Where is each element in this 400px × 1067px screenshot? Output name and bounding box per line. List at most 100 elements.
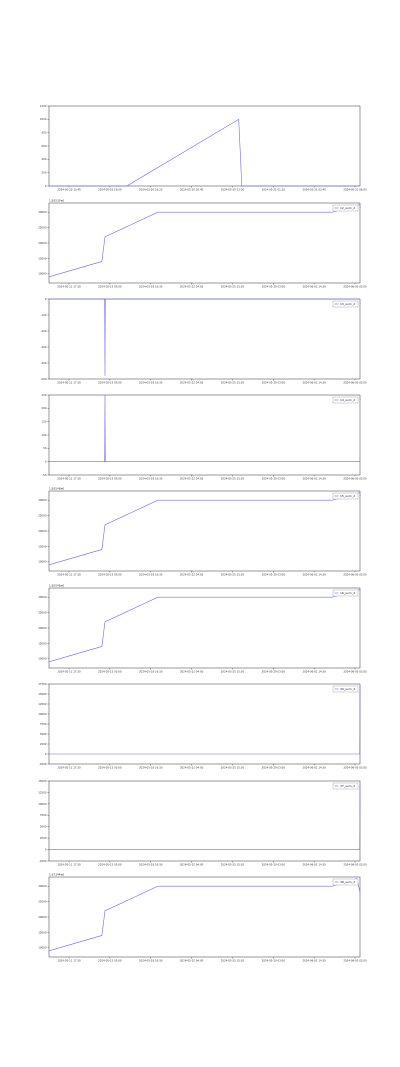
x-tick-label: 2024-06-01 14:30 <box>302 285 326 289</box>
x-tick-label: 2024-06-05 02:00 <box>343 285 367 289</box>
x-tick-label: 2024-05-22 04:00 <box>180 766 204 770</box>
series-line-38_sum_d <box>48 878 361 952</box>
y-tick-label: 0 <box>45 752 47 756</box>
axes-frame <box>48 780 361 862</box>
legend-box <box>332 300 359 308</box>
y-tick-label: 2500 <box>40 836 47 840</box>
y-tick-label: 10000 <box>38 946 47 950</box>
legend: 13_sum_d <box>332 300 359 308</box>
x-tick-label: 2024-06-05 02:00 <box>343 766 367 770</box>
series-line-12_sum_d <box>48 204 361 278</box>
x-tick-label: 2024-05-22 04:00 <box>180 863 204 867</box>
y-tick-label: 30000 <box>38 498 47 502</box>
x-tick-label: 2024-05-22 04:00 <box>180 381 204 385</box>
legend-box <box>332 204 359 212</box>
x-tick-label: 2024-05-29 03:00 <box>262 959 286 963</box>
y-tick-label: 7500 <box>40 722 47 726</box>
x-tick-label: 2024-05-25 15:30 <box>221 573 245 577</box>
legend-label: 13_sum_d <box>340 302 355 306</box>
y-tick-label: 15000 <box>38 779 47 783</box>
x-tick-label: 2024-05-25 15:30 <box>221 670 245 674</box>
y-tick-label: 50 <box>43 446 47 450</box>
x-tick-label: 2024-06-01 14:30 <box>302 573 326 577</box>
y-tick-label: 0 <box>45 184 47 188</box>
x-tick-label: 2024-05-18 16:30 <box>139 285 163 289</box>
chart-panel-6: 10000 15000 20000 25000 30000 2024-05-11 17:3… <box>38 584 367 674</box>
x-tick-label: 2024-06-05 02:00 <box>343 959 367 963</box>
x-tick-label: 2024-05-18 16:30 <box>139 381 163 385</box>
x-tick-label: 2024-05-22 04:00 <box>180 959 204 963</box>
x-tick-label: 2024-05-29 03:00 <box>262 573 286 577</box>
chart-panel-7: -2500 0 2500 5000 7500 10000 12500 15000 17500 20… <box>38 682 367 770</box>
legend: 15_sum_d <box>332 492 359 500</box>
y-tick-label: 0 <box>45 847 47 851</box>
x-tick-label: 2024-05-18 16:30 <box>139 766 163 770</box>
x-tick-label: 2024-06-05 02:00 <box>343 381 367 385</box>
x-tick-label: 2024-05-20 20:40 <box>180 188 204 192</box>
legend-label: 37_sum_d <box>340 784 355 788</box>
axes-frame <box>48 394 361 476</box>
x-tick-label: 2024-05-15 05:00 <box>98 863 122 867</box>
y-tick-label: 600 <box>42 144 47 148</box>
y-tick-label: 25000 <box>38 611 47 615</box>
series-line-30_sum_d <box>49 685 361 755</box>
y-tick-label: 1000 <box>40 117 47 121</box>
y-tick-label: 10000 <box>38 657 47 661</box>
x-tick-label: 2024-05-29 03:00 <box>262 285 286 289</box>
y-tick-label: 15000 <box>38 256 47 260</box>
y-tick-label: 10000 <box>38 802 47 806</box>
y-tick-label: 7500 <box>40 813 47 817</box>
x-tick-label: 2024-05-15 05:00 <box>98 477 122 481</box>
x-tick-label: 2024-06-01 14:30 <box>302 863 326 867</box>
series-line-15_sum_d <box>48 492 361 566</box>
axes-frame <box>48 490 361 572</box>
axis-offset-label: 1.65548e6 <box>49 487 64 491</box>
chart-panel-1: 0 200 400 600 800 1000 1200 2024-05-20 13:40 202… <box>40 104 367 192</box>
x-tick-label: 2024-05-29 03:00 <box>262 670 286 674</box>
axes-frame <box>48 105 361 187</box>
legend-label: 12_sum_d <box>340 206 355 210</box>
chart-panel-9: 10000 15000 20000 25000 30000 2024-05-11 17:3… <box>38 873 367 963</box>
legend-label: 30_sum_d <box>340 687 355 691</box>
x-tick-label: 2024-05-18 16:30 <box>139 670 163 674</box>
x-tick-label: 2024-05-29 03:00 <box>262 381 286 385</box>
x-tick-label: 2024-05-21 06:00 <box>343 188 367 192</box>
y-tick-label: 0 <box>45 460 47 464</box>
axes-frame <box>48 298 361 380</box>
y-tick-label: 5000 <box>40 732 47 736</box>
x-tick-label: 2024-05-22 04:00 <box>180 573 204 577</box>
y-tick-label: 400 <box>42 157 47 161</box>
x-tick-label: 2024-06-01 14:30 <box>302 381 326 385</box>
x-tick-label: 2024-05-11 17:30 <box>57 670 81 674</box>
y-tick-label: 25000 <box>38 226 47 230</box>
y-tick-label: 10000 <box>38 712 47 716</box>
y-tick-label: 25000 <box>38 514 47 518</box>
y-tick-label: 2500 <box>40 742 47 746</box>
axis-offset-label: 1.65535e6 <box>49 199 64 203</box>
x-tick-label: 2024-05-18 16:30 <box>139 573 163 577</box>
y-tick-label: 15000 <box>38 692 47 696</box>
x-tick-label: 2024-06-05 02:00 <box>343 863 367 867</box>
legend: 14_sum_d <box>332 396 359 404</box>
legend-box <box>332 878 359 886</box>
x-tick-label: 2024-06-05 02:00 <box>343 573 367 577</box>
y-tick-label: 200 <box>42 406 47 410</box>
chart-panel-8: -2500 0 2500 5000 7500 10000 12500 15000 2024-05… <box>38 779 367 867</box>
x-tick-label: 2024-05-18 16:30 <box>139 959 163 963</box>
chart-panel-3: 0 -100 -200 -300 -400 -500 2024-05-11 17:30 202… <box>41 297 367 385</box>
x-tick-label: 2024-06-05 02:00 <box>343 477 367 481</box>
x-tick-label: 2024-05-11 17:30 <box>57 766 81 770</box>
legend-label: 16_sum_d <box>340 591 355 595</box>
y-tick-label: 15000 <box>38 641 47 645</box>
legend: 38_sum_d <box>332 878 359 886</box>
x-tick-label: 2024-05-29 03:00 <box>262 477 286 481</box>
series-line-13_sum_d <box>49 298 360 376</box>
legend: 12_sum_d <box>332 204 359 212</box>
x-tick-label: 2024-05-22 04:00 <box>180 670 204 674</box>
y-tick-label: 15000 <box>38 544 47 548</box>
x-tick-label: 2024-05-15 05:00 <box>98 766 122 770</box>
x-tick-label: 2024-05-11 17:30 <box>57 959 81 963</box>
x-tick-label: 2024-05-29 03:00 <box>262 766 286 770</box>
chart-panel-4: -50 0 50 100 150 200 250 2024-05-11 17:30 2024-0… <box>42 393 367 481</box>
x-tick-label: 2024-05-25 15:30 <box>221 477 245 481</box>
